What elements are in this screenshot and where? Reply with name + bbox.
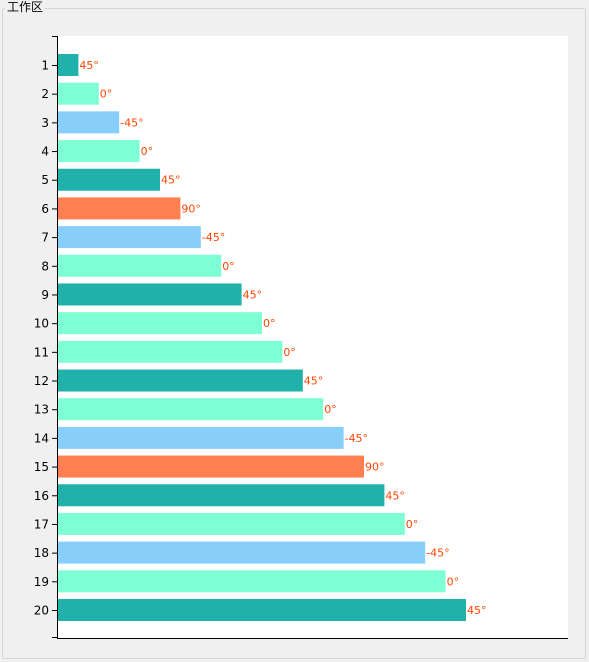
y-tick-label-6: 6	[41, 202, 49, 216]
bar-19	[58, 570, 446, 593]
groupbox-title: 工作区	[5, 0, 46, 14]
y-tick-label-9: 9	[41, 288, 49, 302]
bar-8	[58, 254, 222, 277]
data-label-3: -45°	[120, 116, 143, 129]
data-label-18: -45°	[426, 547, 449, 560]
bar-7	[58, 226, 201, 249]
data-label-1: 45°	[79, 59, 99, 72]
bar-14	[58, 426, 344, 449]
data-label-2: 0°	[100, 88, 113, 101]
data-label-15: 90°	[365, 461, 385, 474]
bar-11	[58, 340, 283, 363]
bar-3	[58, 111, 120, 134]
y-tick-label-15: 15	[34, 460, 49, 474]
y-tick-label-5: 5	[41, 173, 49, 187]
y-tick-label-16: 16	[34, 489, 49, 503]
y-tick-label-1: 1	[41, 59, 49, 73]
y-tick-label-12: 12	[34, 374, 49, 388]
data-label-4: 0°	[141, 145, 154, 158]
groupbox-frame	[2, 8, 586, 659]
bar-15	[58, 455, 364, 478]
bar-18	[58, 541, 426, 564]
data-label-10: 0°	[263, 317, 276, 330]
y-tick-label-8: 8	[41, 259, 49, 273]
bar-17	[58, 512, 405, 535]
plot-area	[57, 36, 568, 638]
data-label-20: 45°	[467, 604, 487, 617]
data-label-13: 0°	[324, 403, 337, 416]
y-tick-label-7: 7	[41, 231, 49, 245]
y-tick-label-19: 19	[34, 575, 49, 589]
bar-2	[58, 82, 99, 105]
y-tick-label-13: 13	[34, 403, 49, 417]
bar-12	[58, 369, 303, 392]
data-label-19: 0°	[447, 575, 460, 588]
bar-1	[58, 54, 79, 76]
data-label-14: -45°	[345, 432, 368, 445]
y-tick-label-2: 2	[41, 87, 49, 101]
y-tick-label-11: 11	[34, 345, 49, 359]
data-label-6: 90°	[181, 202, 201, 215]
bar-13	[58, 398, 324, 421]
bar-10	[58, 312, 262, 335]
data-label-17: 0°	[406, 518, 419, 531]
bar-5	[58, 168, 160, 191]
bar-16	[58, 484, 385, 507]
y-tick-label-4: 4	[41, 145, 49, 159]
data-label-11: 0°	[283, 346, 296, 359]
y-tick-label-3: 3	[41, 116, 49, 130]
data-label-7: -45°	[202, 231, 225, 244]
bar-6	[58, 197, 181, 220]
data-label-9: 45°	[243, 288, 263, 301]
y-tick-label-20: 20	[34, 603, 49, 617]
bar-9	[58, 283, 242, 306]
data-label-12: 45°	[304, 375, 324, 388]
y-tick-label-18: 18	[34, 546, 49, 560]
data-label-16: 45°	[385, 489, 405, 502]
y-tick-label-17: 17	[34, 517, 49, 531]
data-label-5: 45°	[161, 174, 181, 187]
y-tick-label-10: 10	[34, 317, 49, 331]
data-label-8: 0°	[222, 260, 235, 273]
y-tick-label-14: 14	[34, 431, 49, 445]
bar-20	[58, 598, 466, 621]
bar-4	[58, 140, 140, 163]
